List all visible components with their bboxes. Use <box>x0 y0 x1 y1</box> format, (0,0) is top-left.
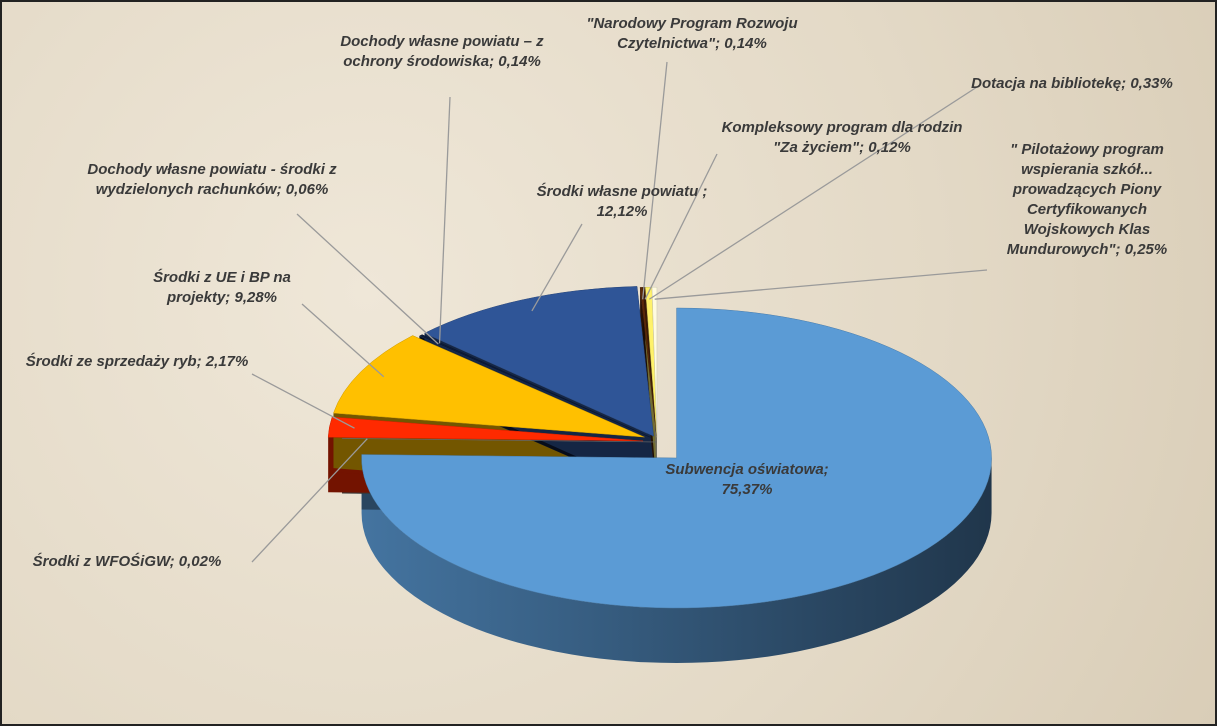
category-label: Kompleksowy program dla rodzin "Za życie… <box>721 119 963 156</box>
slice <box>651 286 658 438</box>
slice <box>341 438 658 443</box>
leader-line <box>648 86 978 300</box>
value-label: 0,14% <box>724 35 767 52</box>
value-label: 9,28% <box>234 289 278 306</box>
value-label: 0,06% <box>285 181 329 198</box>
leader-line <box>301 303 385 378</box>
data-label: Dochody własne powiatu – z ochrony środo… <box>317 32 567 72</box>
leader-line <box>438 96 451 344</box>
category-label: Dochody własne powiatu - środki z wydzie… <box>87 161 337 198</box>
category-label: " Pilotażowy program wspierania szkół...… <box>1006 141 1164 258</box>
slice-side <box>361 458 992 664</box>
value-label: 0,12% <box>868 139 911 156</box>
leader-line <box>644 153 718 300</box>
leader-line <box>642 61 668 300</box>
slice <box>419 334 652 438</box>
value-label: 0,02% <box>178 553 222 570</box>
leader-line <box>531 223 583 312</box>
value-label: 2,17% <box>205 353 249 370</box>
data-label: " Pilotażowy program wspierania szkół...… <box>982 140 1192 260</box>
category-label: Dochody własne powiatu – z ochrony środo… <box>340 33 544 70</box>
category-label: Subwencja oświatowa; <box>665 461 829 478</box>
leader-line <box>251 373 355 429</box>
data-label: "Narodowy Program Rozwoju Czytelnictwa";… <box>567 14 817 54</box>
leader-line <box>296 213 439 345</box>
category-label: Środki ze sprzedaży ryb; <box>25 353 202 370</box>
value-label: 0,25% <box>1124 241 1168 258</box>
category-label: Środki z UE i BP na projekty; <box>153 269 291 306</box>
category-label: Dotacja na bibliotekę; <box>971 75 1127 92</box>
value-label: 0,14% <box>498 53 541 70</box>
slice <box>333 335 645 438</box>
data-label: Dochody własne powiatu - środki z wydzie… <box>87 160 337 200</box>
leader-line <box>251 438 368 563</box>
value-label: 75,37% <box>721 481 773 498</box>
value-label: 0,33% <box>1130 75 1173 92</box>
category-label: "Narodowy Program Rozwoju Czytelnictwa"; <box>586 15 798 52</box>
pie-tops <box>327 286 992 609</box>
value-label: 12,12% <box>596 203 648 220</box>
category-label: Środki własne powiatu ; <box>536 183 708 200</box>
category-label: Środki z WFOŚiGW; <box>32 553 175 570</box>
leader-lines <box>251 61 988 563</box>
data-label: Środki własne powiatu ; 12,12% <box>517 182 727 222</box>
data-label: Środki z WFOŚiGW; 0,02% <box>5 552 250 572</box>
slice <box>361 307 992 609</box>
data-label: Środki ze sprzedaży ryb; 2,17% <box>12 352 262 372</box>
data-label: Środki z UE i BP na projekty; 9,28% <box>127 268 317 308</box>
leader-line <box>654 269 988 300</box>
data-label: Subwencja oświatowa; 75,37% <box>647 460 847 500</box>
data-label: Kompleksowy program dla rodzin "Za życie… <box>712 118 972 158</box>
data-label: Dotacja na bibliotekę; 0,33% <box>957 74 1187 94</box>
